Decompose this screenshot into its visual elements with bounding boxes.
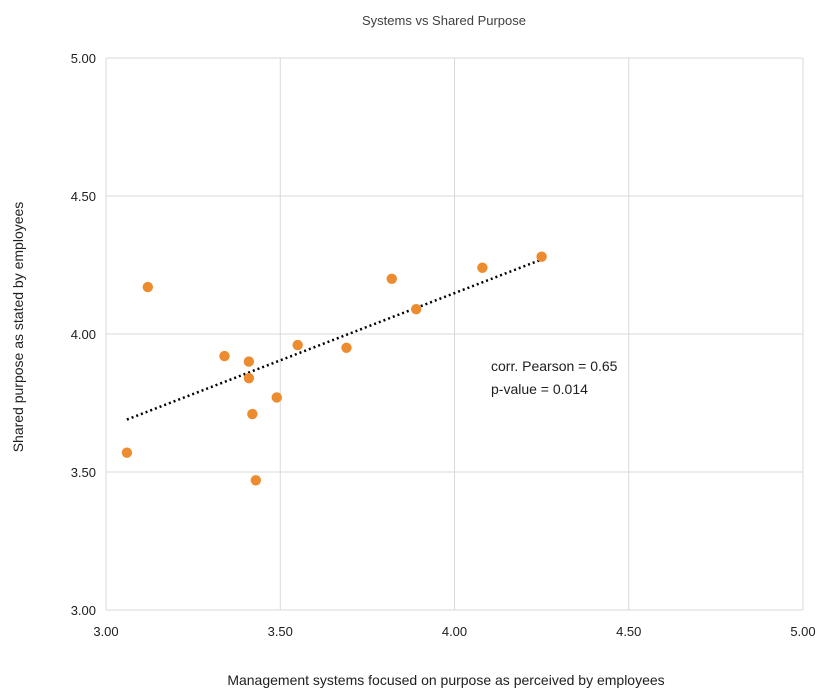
data-point xyxy=(271,392,282,403)
x-tick-labels: 3.00 3.50 4.00 4.50 5.00 xyxy=(93,624,815,639)
annotation-p-value: p-value = 0.014 xyxy=(491,381,588,397)
data-point xyxy=(536,251,547,262)
data-point xyxy=(243,356,255,367)
chart-title: Systems vs Shared Purpose xyxy=(362,13,526,28)
data-point xyxy=(247,408,258,420)
y-axis-title: Shared purpose as stated by employees xyxy=(10,202,26,453)
x-axis-title: Management systems focused on purpose as… xyxy=(227,672,664,688)
x-tick-label: 4.00 xyxy=(442,624,467,639)
data-point xyxy=(243,372,255,384)
trendline-layer xyxy=(126,258,543,421)
annotation-pearson: corr. Pearson = 0.65 xyxy=(491,358,618,374)
data-point xyxy=(219,350,230,362)
x-tick-label: 3.50 xyxy=(268,624,293,639)
y-tick-label: 5.00 xyxy=(71,51,96,66)
data-point xyxy=(292,339,303,351)
data-point xyxy=(410,303,422,315)
data-point xyxy=(386,273,397,284)
y-tick-label: 4.00 xyxy=(71,327,96,342)
data-point xyxy=(341,342,352,353)
grid-lines xyxy=(105,57,804,611)
x-tick-label: 3.00 xyxy=(93,624,118,639)
x-tick-label: 4.50 xyxy=(616,624,641,639)
trendline xyxy=(126,258,543,421)
y-tick-labels: 3.00 3.50 4.00 4.50 5.00 xyxy=(71,51,96,618)
y-tick-label: 3.50 xyxy=(71,465,96,480)
data-point xyxy=(142,281,154,293)
data-point xyxy=(477,262,488,273)
y-tick-label: 4.50 xyxy=(71,189,96,204)
y-tick-label: 3.00 xyxy=(71,603,96,618)
data-point xyxy=(250,475,262,486)
x-tick-label: 5.00 xyxy=(790,624,815,639)
data-points xyxy=(121,251,547,486)
data-point xyxy=(121,447,133,458)
